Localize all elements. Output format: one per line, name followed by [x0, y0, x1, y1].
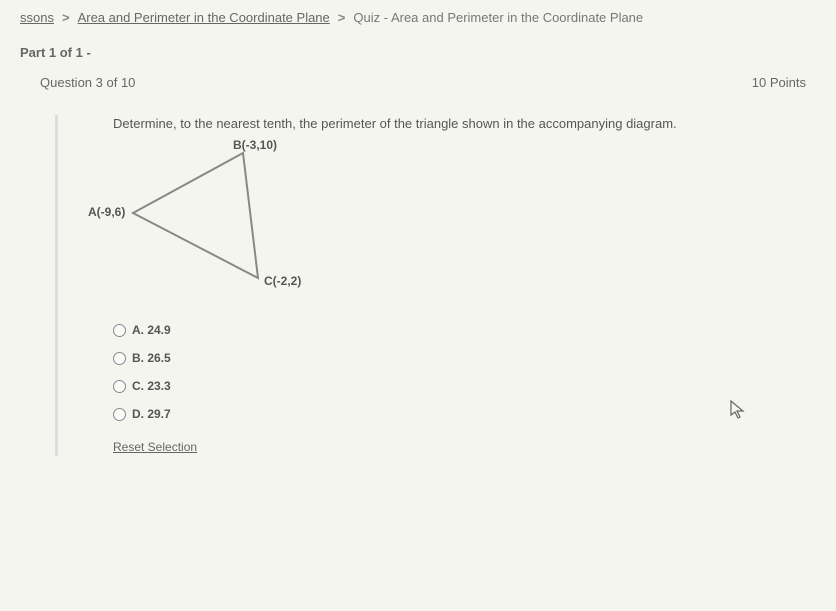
- radio-icon: [113, 352, 126, 365]
- question-points: 10 Points: [752, 75, 806, 90]
- part-label: Part 1 of 1 -: [20, 45, 816, 60]
- breadcrumb-separator: >: [338, 10, 346, 25]
- breadcrumb-lessons-link[interactable]: ssons: [20, 10, 54, 25]
- option-a[interactable]: A. 24.9: [113, 323, 816, 337]
- breadcrumb-current: Quiz - Area and Perimeter in the Coordin…: [353, 10, 643, 25]
- answer-options: A. 24.9 B. 26.5 C. 23.3 D. 29.7: [113, 323, 816, 421]
- question-header: Question 3 of 10 10 Points: [20, 75, 816, 90]
- question-prompt: Determine, to the nearest tenth, the per…: [113, 115, 816, 133]
- triangle-diagram: A(-9,6) B(-3,10) C(-2,2): [113, 138, 353, 308]
- question-number: Question 3 of 10: [40, 75, 135, 90]
- option-b-label: B. 26.5: [132, 351, 171, 365]
- vertex-a-label: A(-9,6): [88, 205, 125, 219]
- option-c[interactable]: C. 23.3: [113, 379, 816, 393]
- breadcrumb: ssons > Area and Perimeter in the Coordi…: [20, 10, 816, 25]
- radio-icon: [113, 380, 126, 393]
- vertex-b-label: B(-3,10): [233, 138, 277, 152]
- option-b[interactable]: B. 26.5: [113, 351, 816, 365]
- triangle-svg: [113, 138, 353, 308]
- breadcrumb-topic-link[interactable]: Area and Perimeter in the Coordinate Pla…: [78, 10, 330, 25]
- option-c-label: C. 23.3: [132, 379, 171, 393]
- option-d-label: D. 29.7: [132, 407, 171, 421]
- breadcrumb-separator: >: [62, 10, 70, 25]
- reset-selection-link[interactable]: Reset Selection: [113, 440, 197, 454]
- question-content: Determine, to the nearest tenth, the per…: [55, 115, 816, 456]
- option-a-label: A. 24.9: [132, 323, 171, 337]
- radio-icon: [113, 324, 126, 337]
- cursor-icon: [730, 400, 746, 425]
- radio-icon: [113, 408, 126, 421]
- vertex-c-label: C(-2,2): [264, 274, 301, 288]
- option-d[interactable]: D. 29.7: [113, 407, 816, 421]
